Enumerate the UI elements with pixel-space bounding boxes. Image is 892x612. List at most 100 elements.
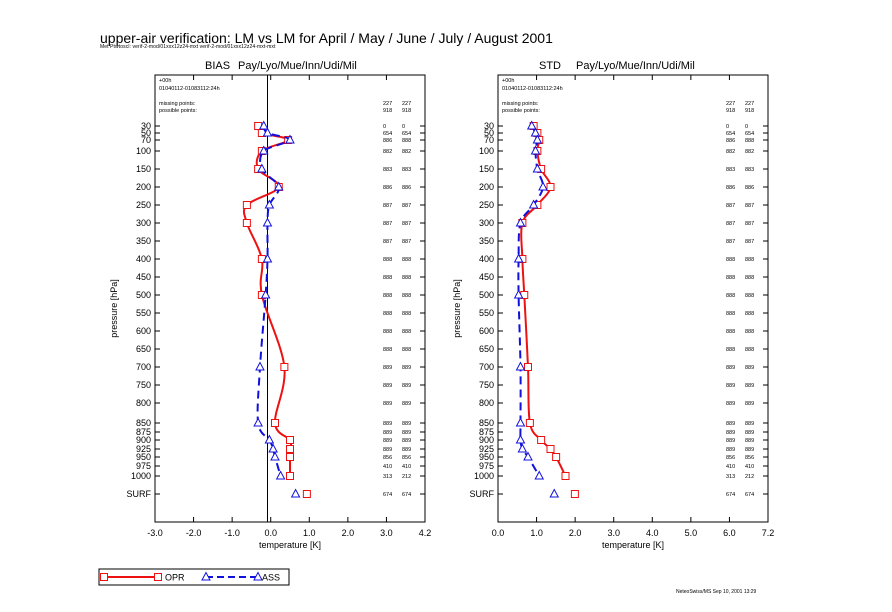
count-value: 888 (402, 257, 411, 263)
count-value: 654 (745, 131, 754, 137)
y-tick-label: 650 (479, 344, 494, 354)
y-tick-label: 350 (479, 236, 494, 246)
count-value: 888 (383, 257, 392, 263)
count-value: 889 (726, 401, 735, 407)
count-value: 882 (726, 149, 735, 155)
data-point-square (546, 445, 555, 453)
count-value: 0 (726, 124, 729, 130)
y-tick-label: 925 (136, 444, 151, 454)
missing-count: 227 (726, 101, 735, 107)
y-tick-label: 850 (479, 418, 494, 428)
data-point-square (525, 419, 534, 427)
count-value: 889 (383, 421, 392, 427)
y-axis-label: pressure [hPa] (109, 279, 119, 338)
y-tick-label: 800 (136, 398, 151, 408)
data-point-square (302, 490, 311, 498)
x-tick-label: -2.0 (186, 528, 202, 538)
footer-stamp: NeteoSwiss/MS Sep 10, 2001 13:29 (676, 589, 757, 595)
y-tick-label: 450 (136, 272, 151, 282)
y-tick-label: 1000 (131, 471, 151, 481)
x-tick-label: 0.0 (492, 528, 505, 538)
header-period: 01040112-01083112:24h (159, 86, 220, 92)
y-tick-label: 450 (479, 272, 494, 282)
legend: OPR ASS (98, 568, 290, 586)
data-point-triangle (253, 417, 263, 427)
count-value: 654 (726, 131, 735, 137)
count-value: 889 (745, 421, 754, 427)
legend-marker-triangle (201, 571, 211, 581)
y-tick-label: 750 (136, 380, 151, 390)
panel-subtitle: Pay/Lyo/Mue/Inn/Udi/Mil (576, 60, 695, 72)
y-tick-label: SURF (127, 489, 152, 499)
count-value: 886 (383, 138, 392, 144)
count-value: 887 (726, 239, 735, 245)
y-tick-label: 30 (141, 121, 151, 131)
data-point-triangle (260, 289, 271, 299)
data-point-triangle (258, 120, 269, 130)
count-value: 888 (745, 138, 754, 144)
count-value: 889 (745, 401, 754, 407)
count-value: 883 (745, 167, 754, 173)
count-value: 410 (726, 464, 735, 470)
missing-label: missing points: (159, 101, 196, 107)
count-value: 888 (402, 293, 411, 299)
y-tick-label: 950 (479, 452, 494, 462)
count-value: 887 (745, 203, 754, 209)
header-lead-time: +00h (159, 78, 171, 84)
count-value: 674 (726, 492, 735, 498)
std-panel: STD Pay/Lyo/Mue/Inn/Udi/Mil +00h 01040112-0… (452, 60, 774, 550)
count-value: 882 (383, 149, 392, 155)
y-tick-label: 1000 (474, 471, 494, 481)
count-value: 888 (402, 311, 411, 317)
legend-marker-triangle (253, 571, 263, 581)
data-point-triangle (515, 417, 526, 427)
x-tick-label: 7.2 (762, 528, 775, 538)
count-value: 888 (745, 257, 754, 263)
x-tick-label: 0.0 (264, 528, 277, 538)
count-value: 889 (383, 365, 392, 371)
count-value: 883 (383, 167, 392, 173)
count-value: 887 (383, 203, 392, 209)
x-tick-label: 3.0 (607, 528, 620, 538)
data-point-triangle (262, 253, 273, 263)
count-value: 856 (383, 455, 392, 461)
count-value: 856 (402, 455, 411, 461)
legend-label: OPR (165, 573, 185, 583)
bias-panel: BIAS Pay/Lyo/Mue/Inn/Udi/Mil +00h 01040112-… (109, 60, 431, 550)
data-point-triangle (255, 361, 265, 371)
possible-label: possible points: (502, 108, 540, 114)
y-tick-label: 550 (479, 308, 494, 318)
count-value: 889 (402, 430, 411, 436)
data-point-triangle (534, 470, 545, 480)
data-point-triangle (262, 217, 273, 227)
count-value: 889 (402, 421, 411, 427)
panel-title: STD (539, 60, 561, 72)
missing-count: 227 (402, 101, 411, 107)
panel-title: BIAS (205, 60, 230, 72)
data-point-triangle (264, 434, 275, 444)
count-value: 882 (402, 149, 411, 155)
y-tick-label: 300 (479, 218, 494, 228)
count-value: 889 (726, 365, 735, 371)
count-value: 889 (383, 438, 392, 444)
data-point-square (286, 436, 294, 444)
data-point-triangle (532, 163, 543, 173)
y-axis-label: pressure [hPa] (452, 279, 462, 338)
data-point-square (271, 419, 279, 427)
series-line-ass (517, 125, 545, 477)
count-value: 889 (745, 438, 754, 444)
missing-count: 227 (383, 101, 392, 107)
count-value: 888 (726, 311, 735, 317)
data-point-triangle (517, 443, 528, 453)
count-value: 889 (402, 401, 411, 407)
count-value: 889 (726, 421, 735, 427)
y-tick-label: 200 (479, 182, 494, 192)
count-value: 674 (402, 492, 411, 498)
count-value: 212 (402, 474, 411, 480)
count-value: 888 (745, 329, 754, 335)
data-point-square (286, 472, 294, 480)
legend-label: ASS (262, 573, 280, 583)
count-value: 888 (726, 347, 735, 353)
missing-count: 227 (745, 101, 754, 107)
count-value: 887 (402, 203, 411, 209)
